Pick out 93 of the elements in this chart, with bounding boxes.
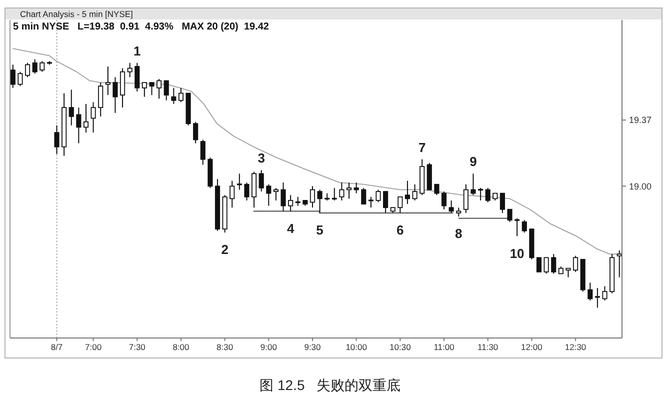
candlestick: [98, 82, 104, 117]
candlestick: [544, 257, 549, 274]
candlestick: [76, 107, 82, 144]
candlestick: [10, 64, 16, 88]
candlestick: [120, 68, 126, 108]
candlestick: [572, 255, 578, 272]
annotation: 7: [418, 140, 426, 155]
candlestick: [127, 62, 132, 78]
candlestick: [310, 186, 316, 208]
candlestick: [522, 220, 527, 234]
candlestick: [368, 196, 374, 208]
candlestick: [112, 76, 118, 114]
x-tick-label: 10:00: [346, 342, 368, 352]
candlestick: [230, 180, 235, 208]
x-tick-label: 10:30: [390, 342, 412, 352]
candlestick: [500, 192, 505, 214]
candlestick: [32, 58, 38, 74]
x-tick-label: 11:30: [478, 342, 498, 352]
candlestick: [18, 71, 23, 87]
candlestick: [434, 184, 440, 196]
candlestick: [178, 87, 184, 103]
caption: 图 12.5 失败的双重底: [260, 377, 400, 393]
candlestick: [68, 89, 74, 126]
candlestick: [40, 60, 45, 72]
candlestick: [441, 191, 447, 210]
candlestick: [317, 189, 322, 214]
x-tick-label: 9:30: [304, 342, 322, 352]
candlestick: [602, 286, 608, 301]
x-tick-label: 9:00: [260, 342, 278, 352]
candlestick: [536, 257, 542, 272]
x-tick-label: 12:30: [564, 342, 586, 352]
candlestick: [83, 103, 89, 134]
x-tick-label: 12:00: [521, 342, 543, 352]
x-tick-label: 7:30: [128, 342, 146, 352]
annotation: 2: [221, 242, 228, 258]
candlestick: [485, 187, 490, 203]
candlestick: [252, 171, 257, 208]
annotation: 6: [396, 222, 404, 238]
candlestick: [244, 182, 250, 201]
candlestick: [288, 194, 294, 212]
annotation: 4: [286, 220, 295, 236]
candlestick: [478, 187, 484, 201]
candlestick: [236, 173, 242, 190]
annotation: 10: [510, 246, 524, 261]
candlestick: [588, 282, 593, 301]
candlestick: [193, 121, 198, 144]
annotation: 8: [455, 226, 462, 242]
chart-subtitle: 5 min NYSE L=19.38 0.91 4.93% MAX 20 (20) 19.42: [13, 22, 270, 32]
annotation: 3: [258, 150, 265, 166]
chart-title: Chart Analysis - 5 min [NYSE]: [20, 9, 133, 20]
candlestick: [164, 80, 169, 101]
candlestick: [339, 182, 344, 201]
candlestick: [332, 187, 337, 201]
candlestick: [507, 208, 512, 222]
candlestick: [90, 102, 96, 134]
candlestick: [280, 182, 286, 212]
candlestick: [171, 87, 176, 104]
candlestick: [25, 62, 30, 78]
candlestick: [156, 78, 162, 100]
annotation: 5: [316, 222, 324, 238]
candlestick: [266, 184, 272, 206]
candlestick: [54, 124, 60, 154]
candlestick: [134, 62, 140, 92]
candlestick: [448, 200, 454, 214]
candlestick: [354, 182, 359, 194]
candlestick: [105, 66, 110, 96]
x-tick-label: 7:00: [85, 342, 102, 352]
y-tick-label: 19.00: [629, 181, 652, 192]
annotation: 1: [134, 43, 141, 58]
candlestick: [361, 187, 366, 205]
x-tick-label: 8:00: [172, 342, 190, 352]
x-tick-label: 8/7: [50, 342, 63, 352]
candlestick: [258, 170, 264, 192]
candlestick: [404, 180, 410, 205]
candlestick: [142, 82, 147, 98]
candlestick: [398, 196, 403, 214]
candlestick: [412, 184, 418, 201]
candlestick: [470, 173, 476, 196]
annotation: 9: [470, 154, 477, 170]
candlestick: [149, 82, 154, 96]
candlestick: [383, 191, 388, 214]
candlestick: [616, 250, 622, 278]
candlestick: [346, 182, 352, 200]
candlestick: [273, 187, 278, 201]
x-tick-label: 8:30: [216, 342, 234, 352]
candlestick: [463, 184, 468, 214]
candlestick: [376, 189, 381, 203]
x-tick-label: 11:00: [434, 342, 455, 352]
candlestick: [514, 218, 520, 237]
y-tick-label: 19.37: [629, 115, 652, 126]
candlestick: [551, 254, 556, 274]
candlestick: [594, 287, 600, 308]
candlestick: [200, 139, 206, 166]
